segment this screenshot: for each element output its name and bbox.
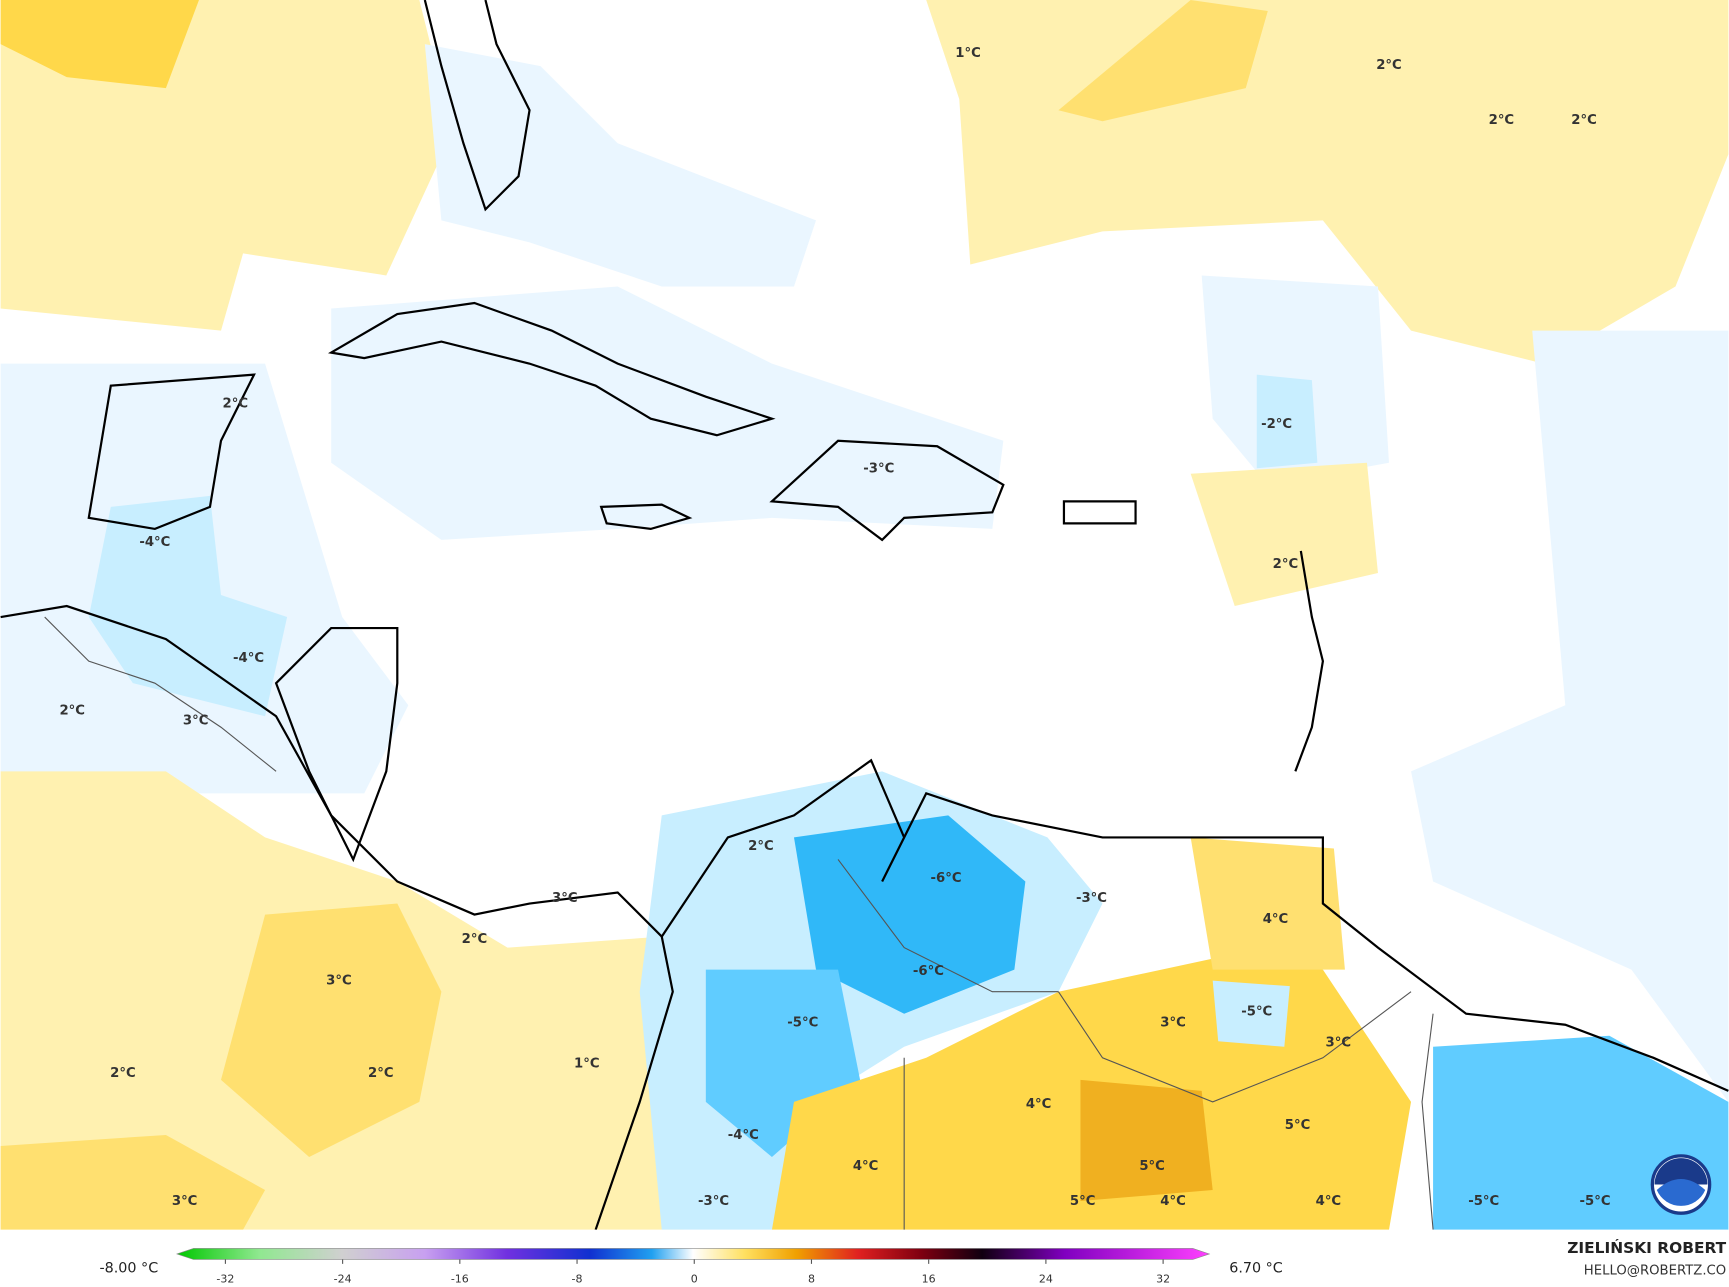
colorbar-tick-label: -32 bbox=[216, 1272, 234, 1285]
credit-email: HELLO@ROBERTZ.CO bbox=[1584, 1263, 1726, 1278]
temperature-label: -5°C bbox=[1241, 1005, 1272, 1020]
noaa-logo bbox=[1650, 1154, 1712, 1215]
temperature-label: 1°C bbox=[955, 46, 981, 61]
temperature-label: 4°C bbox=[853, 1159, 879, 1174]
temperature-label: -3°C bbox=[698, 1194, 729, 1209]
temperature-labels: 1°C 2°C 2°C 2°C 2°C -2°C -3°C -4°C 2°C -4°C 2°C 3°C… bbox=[59, 46, 1610, 1209]
temperature-label: -4°C bbox=[233, 651, 264, 666]
colorbar-tick-label: 32 bbox=[1156, 1272, 1170, 1285]
temperature-label: -2°C bbox=[1261, 417, 1292, 432]
temperature-label: 4°C bbox=[1263, 912, 1289, 927]
temperature-label: -6°C bbox=[913, 964, 944, 979]
colorbar-tick-label: -16 bbox=[451, 1272, 469, 1285]
temperature-label: -5°C bbox=[787, 1016, 818, 1031]
colorbar-max: 6.70 °C bbox=[1229, 1260, 1283, 1276]
colorbar-tick-label: 16 bbox=[922, 1272, 936, 1285]
colorbar-tick-label: -8 bbox=[572, 1272, 583, 1285]
temperature-label: 3°C bbox=[1326, 1035, 1352, 1050]
temperature-label: -5°C bbox=[1468, 1194, 1499, 1209]
temperature-label: 4°C bbox=[1316, 1194, 1342, 1209]
temperature-label: -4°C bbox=[139, 535, 170, 550]
temperature-label: 1°C bbox=[574, 1056, 600, 1071]
borders bbox=[44, 616, 1434, 1230]
temperature-label: 2°C bbox=[223, 396, 249, 411]
colorbar-tick-label: 0 bbox=[691, 1272, 698, 1285]
temperature-label: 3°C bbox=[1160, 1016, 1186, 1031]
temperature-label: 2°C bbox=[748, 839, 774, 854]
temperature-label: 2°C bbox=[1489, 113, 1515, 128]
temperature-label: 2°C bbox=[368, 1066, 394, 1081]
colorbar: -32 -24 -16 -8 0 8 16 24 32 bbox=[0, 1229, 1729, 1287]
temperature-label: 3°C bbox=[172, 1194, 198, 1209]
temperature-label: -3°C bbox=[863, 461, 894, 476]
temperature-label: -3°C bbox=[1076, 891, 1107, 906]
temperature-label: -5°C bbox=[1580, 1194, 1611, 1209]
temperature-label: 3°C bbox=[552, 891, 578, 906]
temperature-label: 5°C bbox=[1285, 1118, 1311, 1133]
map-field bbox=[0, 0, 1729, 1230]
colorbar-tick-label: 24 bbox=[1039, 1272, 1053, 1285]
temperature-label: 2°C bbox=[1571, 113, 1597, 128]
temperature-label: 3°C bbox=[326, 974, 352, 989]
temperature-label: 5°C bbox=[1070, 1194, 1096, 1209]
colorbar-tick-label: 8 bbox=[808, 1272, 815, 1285]
credit-name: ZIELIŃSKI ROBERT bbox=[1567, 1238, 1726, 1257]
temperature-label: -6°C bbox=[931, 871, 962, 886]
colorbar-min: -8.00 °C bbox=[99, 1260, 158, 1276]
temperature-label: 2°C bbox=[1376, 58, 1402, 73]
temperature-label: 3°C bbox=[183, 714, 209, 729]
temperature-label: 4°C bbox=[1160, 1194, 1186, 1209]
temperature-label: -4°C bbox=[728, 1128, 759, 1143]
colorbar-tick-label: -24 bbox=[334, 1272, 352, 1285]
temperature-label: 4°C bbox=[1026, 1097, 1052, 1112]
temperature-label: 2°C bbox=[59, 704, 85, 719]
coastlines bbox=[0, 0, 1729, 1231]
temperature-label: 5°C bbox=[1139, 1159, 1165, 1174]
temperature-label: 2°C bbox=[110, 1066, 136, 1081]
temperature-label: 2°C bbox=[1273, 557, 1299, 572]
temperature-label: 2°C bbox=[462, 932, 488, 947]
